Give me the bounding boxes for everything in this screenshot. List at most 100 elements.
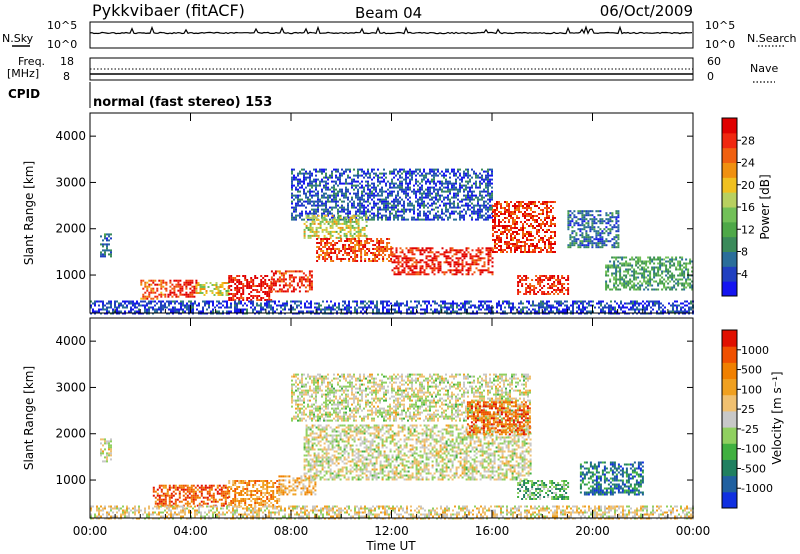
power-cell — [266, 302, 268, 305]
power-cell — [365, 180, 367, 183]
power-cell — [421, 184, 423, 187]
power-cell — [687, 272, 690, 275]
power-cell — [357, 198, 359, 201]
power-cell — [538, 229, 540, 231]
power-cell — [427, 192, 429, 195]
power-cell — [260, 279, 263, 281]
power-cell — [545, 275, 548, 277]
power-cell — [544, 247, 546, 249]
power-cell — [313, 232, 316, 235]
power-cell — [389, 202, 391, 205]
power-cell — [601, 242, 604, 245]
power-cell — [110, 237, 112, 240]
power-cell — [420, 308, 422, 311]
power-cell — [346, 310, 348, 313]
power-cell — [325, 176, 327, 179]
power-cell — [663, 284, 666, 287]
power-cell — [384, 300, 386, 303]
power-cell — [364, 258, 367, 260]
power-cell — [506, 211, 508, 213]
power-cell — [142, 300, 144, 303]
power-cell — [309, 230, 312, 233]
power-cell — [437, 170, 439, 173]
power-cell — [180, 302, 182, 305]
power-cell — [433, 168, 435, 171]
power-cell — [432, 310, 434, 313]
power-cell — [457, 265, 460, 268]
power-cell — [326, 250, 329, 252]
power-cell — [661, 262, 664, 265]
power-cell — [345, 186, 347, 189]
power-cell — [331, 200, 333, 203]
power-cell — [689, 282, 692, 285]
power-cell — [489, 192, 491, 195]
power-cell — [565, 279, 568, 281]
power-cell — [278, 304, 280, 307]
power-cell — [335, 222, 338, 225]
power-cell — [639, 256, 642, 259]
power-cell — [653, 288, 656, 291]
power-cell — [434, 302, 436, 305]
power-cell — [340, 260, 343, 262]
power-cell — [347, 224, 350, 227]
power-cell — [437, 265, 440, 268]
power-cell — [288, 278, 291, 281]
power-cell — [538, 207, 540, 209]
power-cell — [179, 291, 182, 294]
power-cell — [140, 283, 143, 286]
power-cell — [473, 182, 475, 185]
power-cell — [537, 281, 540, 283]
power-cell — [541, 291, 544, 293]
power-cell — [657, 262, 660, 265]
power-cell — [297, 174, 299, 177]
power-cell — [435, 216, 437, 219]
power-cell — [389, 214, 391, 217]
power-cell — [520, 203, 522, 205]
power-cell — [508, 306, 510, 309]
power-cell — [456, 302, 458, 305]
power-cell — [324, 252, 327, 254]
power-cell — [295, 218, 297, 221]
power-cell — [468, 306, 470, 309]
power-cell — [417, 216, 419, 219]
power-cell — [282, 272, 285, 275]
power-cell — [164, 293, 167, 296]
power-cell — [398, 306, 400, 309]
power-cell — [325, 172, 327, 175]
power-cell — [144, 304, 146, 307]
power-cell — [571, 230, 574, 233]
power-cell — [467, 192, 469, 195]
power-cell — [522, 237, 524, 239]
power-cell — [345, 232, 348, 235]
power-cell — [512, 217, 514, 219]
power-cell — [514, 213, 516, 215]
power-cell — [486, 300, 488, 303]
power-cell — [649, 262, 652, 265]
power-cell — [169, 291, 172, 294]
power-cell — [625, 270, 628, 273]
power-cell — [370, 300, 372, 303]
power-cell — [591, 218, 594, 221]
power-cell — [489, 168, 491, 171]
power-cell — [487, 174, 489, 177]
power-cell — [366, 238, 369, 240]
power-cell — [625, 286, 628, 289]
power-cell — [373, 202, 375, 205]
power-cell — [391, 194, 393, 197]
power-cell — [569, 216, 572, 219]
power-cell — [540, 219, 542, 221]
power-cell — [343, 228, 346, 231]
power-cell — [591, 214, 594, 217]
power-cell — [297, 214, 299, 217]
power-cell — [242, 287, 245, 289]
power-cell — [322, 256, 325, 258]
power-cell — [491, 216, 493, 219]
power-cell — [403, 178, 405, 181]
power-cell — [481, 174, 483, 177]
power-cell — [338, 258, 341, 260]
power-cell — [357, 196, 359, 199]
power-cell — [352, 252, 355, 254]
power-cell — [621, 258, 624, 261]
power-cell — [475, 210, 477, 213]
power-cell — [323, 222, 326, 225]
